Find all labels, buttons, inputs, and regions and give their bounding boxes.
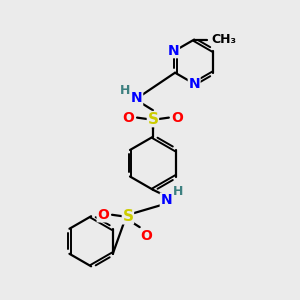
Text: O: O (140, 229, 152, 243)
Text: S: S (147, 112, 158, 127)
Text: H: H (173, 185, 183, 198)
Text: O: O (172, 111, 184, 124)
Text: O: O (97, 208, 109, 222)
Text: S: S (122, 209, 134, 224)
Text: N: N (131, 92, 142, 106)
Text: H: H (120, 84, 131, 97)
Text: CH₃: CH₃ (212, 33, 237, 46)
Text: O: O (122, 111, 134, 124)
Text: N: N (168, 44, 179, 58)
Text: N: N (188, 77, 200, 91)
Text: N: N (160, 193, 172, 207)
